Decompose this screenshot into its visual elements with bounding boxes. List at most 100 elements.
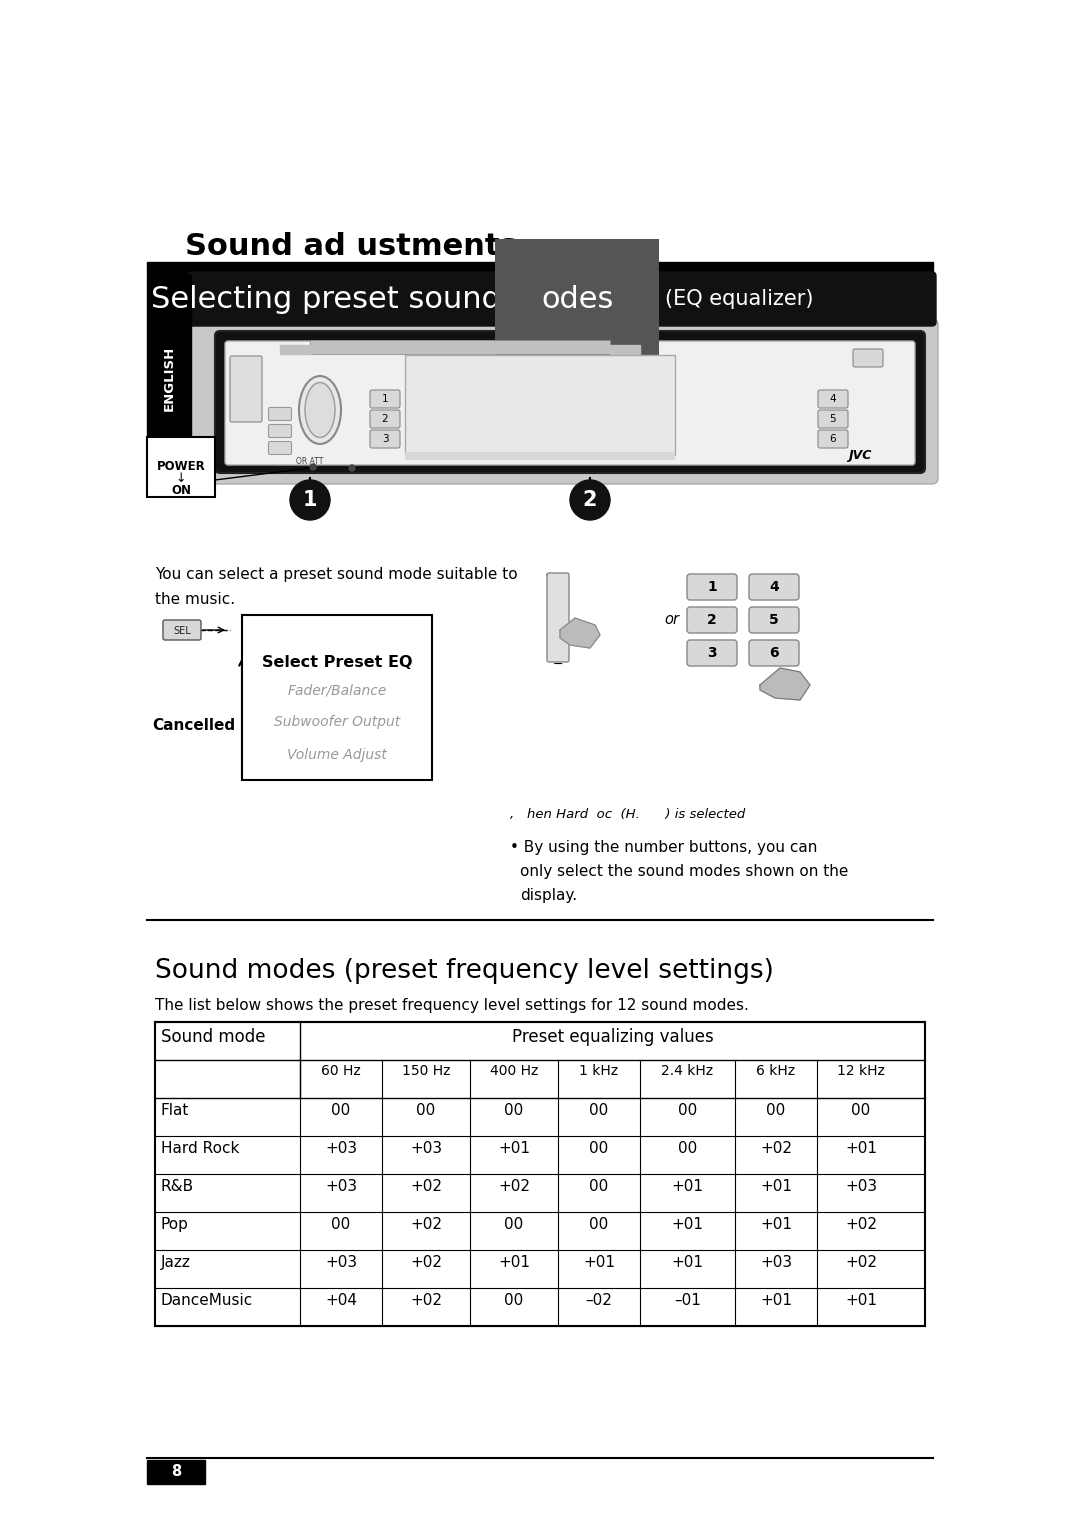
Text: 2: 2	[583, 490, 597, 510]
FancyBboxPatch shape	[750, 607, 799, 633]
FancyBboxPatch shape	[687, 640, 737, 666]
Text: +01: +01	[760, 1180, 792, 1193]
Text: 00: 00	[590, 1216, 609, 1232]
FancyBboxPatch shape	[163, 620, 201, 640]
Text: 5: 5	[769, 613, 779, 626]
Polygon shape	[280, 345, 310, 354]
Text: Sound mode: Sound mode	[161, 1028, 266, 1047]
Circle shape	[570, 480, 610, 520]
Text: Selecting preset sound m: Selecting preset sound m	[151, 284, 540, 313]
Text: +02: +02	[410, 1293, 442, 1308]
Text: +01: +01	[672, 1216, 703, 1232]
Text: ,   hen Hard  oc  (H.      ) is selected: , hen Hard oc (H. ) is selected	[510, 808, 745, 821]
Text: 3: 3	[381, 434, 389, 445]
Text: (EQ equalizer): (EQ equalizer)	[665, 289, 813, 309]
Text: 3: 3	[707, 646, 717, 660]
Text: 00: 00	[678, 1141, 697, 1157]
FancyBboxPatch shape	[269, 408, 292, 420]
Text: Hard Rock: Hard Rock	[161, 1141, 240, 1157]
Text: 2: 2	[707, 613, 717, 626]
Text: 6: 6	[769, 646, 779, 660]
Text: +03: +03	[845, 1180, 877, 1193]
Text: Cancelled: Cancelled	[152, 718, 235, 733]
FancyBboxPatch shape	[215, 332, 924, 474]
Text: +01: +01	[672, 1180, 703, 1193]
Text: 6: 6	[829, 434, 836, 445]
Text: JVC: JVC	[848, 449, 872, 461]
Text: +: +	[553, 587, 564, 601]
FancyBboxPatch shape	[853, 348, 883, 367]
Text: ↓: ↓	[176, 472, 186, 484]
Bar	[147, 437, 215, 497]
Text: +02: +02	[760, 1141, 792, 1157]
Text: 6 kHz: 6 kHz	[756, 1063, 796, 1077]
FancyBboxPatch shape	[750, 575, 799, 601]
Text: 12 kHz: 12 kHz	[837, 1063, 885, 1077]
Text: Jazz: Jazz	[161, 1254, 191, 1270]
Text: 00: 00	[590, 1103, 609, 1118]
Text: +01: +01	[760, 1293, 792, 1308]
Text: Volume Adjust: Volume Adjust	[287, 749, 387, 762]
Text: 1: 1	[707, 581, 717, 594]
Text: +02: +02	[498, 1180, 530, 1193]
Text: 8: 8	[171, 1464, 181, 1479]
Text: 00: 00	[767, 1103, 785, 1118]
Text: +02: +02	[410, 1216, 442, 1232]
Text: You can select a preset sound mode suitable to: You can select a preset sound mode suita…	[156, 567, 517, 582]
FancyBboxPatch shape	[546, 573, 569, 662]
Text: −: −	[553, 659, 564, 671]
Text: +01: +01	[845, 1141, 877, 1157]
FancyBboxPatch shape	[186, 319, 939, 484]
Text: +01: +01	[845, 1293, 877, 1308]
Text: ENGLISH: ENGLISH	[162, 345, 175, 411]
Text: +02: +02	[410, 1180, 442, 1193]
Text: or: or	[664, 613, 679, 628]
Text: 1 kHz: 1 kHz	[580, 1063, 619, 1077]
FancyBboxPatch shape	[818, 410, 848, 428]
Text: 00: 00	[417, 1103, 435, 1118]
Text: 1: 1	[302, 490, 318, 510]
Text: • By using the number buttons, you can: • By using the number buttons, you can	[510, 840, 818, 856]
Text: 2.4 kHz: 2.4 kHz	[661, 1063, 714, 1077]
Text: Pop: Pop	[161, 1216, 189, 1232]
Polygon shape	[610, 345, 640, 354]
Text: DanceMusic: DanceMusic	[161, 1293, 253, 1308]
Text: 00: 00	[590, 1141, 609, 1157]
Circle shape	[310, 465, 316, 471]
Text: 00: 00	[678, 1103, 697, 1118]
Text: 00: 00	[504, 1103, 524, 1118]
FancyBboxPatch shape	[687, 607, 737, 633]
Text: ON: ON	[171, 483, 191, 497]
Text: Fader/Balance: Fader/Balance	[287, 683, 387, 697]
Text: 00: 00	[504, 1293, 524, 1308]
Text: +01: +01	[583, 1254, 615, 1270]
Text: The list below shows the preset frequency level settings for 12 sound modes.: The list below shows the preset frequenc…	[156, 998, 748, 1013]
Text: Subwoofer Output: Subwoofer Output	[274, 715, 400, 729]
Text: Flat: Flat	[161, 1103, 189, 1118]
Text: +01: +01	[760, 1216, 792, 1232]
Text: +02: +02	[410, 1254, 442, 1270]
Text: the music.: the music.	[156, 591, 235, 607]
Bar	[147, 275, 191, 475]
Bar	[147, 1459, 205, 1484]
Text: 400 Hz: 400 Hz	[490, 1063, 538, 1077]
Text: +03: +03	[325, 1254, 357, 1270]
Text: +04: +04	[325, 1293, 357, 1308]
Text: 00: 00	[332, 1216, 351, 1232]
Bar	[405, 354, 675, 455]
Text: 2: 2	[381, 414, 389, 423]
FancyBboxPatch shape	[687, 575, 737, 601]
Text: VOL: VOL	[546, 573, 570, 587]
Text: SEL: SEL	[173, 626, 191, 636]
Text: R&B: R&B	[161, 1180, 194, 1193]
Polygon shape	[561, 617, 600, 648]
Text: 5: 5	[829, 414, 836, 423]
FancyBboxPatch shape	[818, 429, 848, 448]
Text: Sound modes (preset frequency level settings): Sound modes (preset frequency level sett…	[156, 958, 774, 984]
Text: +03: +03	[760, 1254, 792, 1270]
Text: Sound ad ustments: Sound ad ustments	[185, 232, 517, 261]
Text: +01: +01	[672, 1254, 703, 1270]
Text: Select Preset EQ: Select Preset EQ	[261, 656, 413, 669]
Text: only select the sound modes shown on the: only select the sound modes shown on the	[519, 863, 849, 879]
Text: 4: 4	[829, 394, 836, 403]
